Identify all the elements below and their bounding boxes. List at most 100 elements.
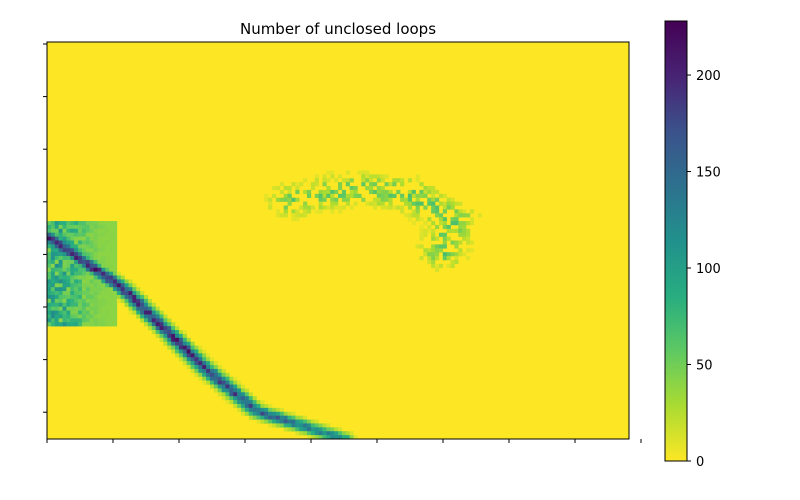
heatmap-cell [450,240,455,245]
heatmap-cell [306,435,312,440]
heatmap-cell [151,310,156,315]
heatmap-cell [66,244,71,249]
heatmap-cell [50,240,56,245]
heatmap-cell [89,283,94,288]
heatmap-cell [70,294,75,300]
heatmap-cell [341,435,347,440]
heatmap-cell [175,333,180,339]
heatmap-cell [78,256,83,261]
heatmap-cell [415,178,420,183]
heatmap-cell [109,306,114,311]
heatmap-cell [163,322,168,327]
heatmap-cell [322,435,327,440]
heatmap-cell [221,380,226,385]
heatmap-cell [136,291,141,296]
heatmap-cell [66,291,71,296]
heatmap-cell [74,232,79,237]
heatmap-cell [97,294,102,300]
heatmap-cell [47,322,52,327]
heatmap-cell [446,256,451,261]
heatmap-cell [361,182,366,187]
heatmap-cell [47,228,52,234]
heatmap-cell [89,240,94,245]
heatmap-cell [454,244,459,249]
heatmap-cell [275,213,281,218]
heatmap-cell [241,396,246,401]
heatmap-cell [101,306,106,311]
heatmap-cell [128,306,133,311]
heatmap-cell [101,221,106,226]
heatmap-cell [380,197,385,202]
heatmap-cell [264,193,269,198]
heatmap-cell [58,318,63,323]
heatmap-cell [97,306,102,311]
heatmap-cell [182,357,187,362]
heatmap-cell [78,310,83,315]
heatmap-cell [101,314,106,319]
heatmap-cell [74,267,79,272]
heatmap-cell [50,248,56,253]
heatmap-cell [279,423,284,428]
heatmap-cell [206,368,211,374]
heatmap-cell [431,256,436,261]
heatmap-cell [93,248,98,253]
heatmap-cell [144,322,149,327]
heatmap-cell [353,186,358,191]
heatmap-cell [318,427,323,432]
colorbar-ticks: 0 50 100 150 200 [687,69,721,470]
heatmap-cell [291,415,296,420]
heatmap-cell [260,400,265,405]
heatmap-cell [450,259,455,265]
heatmap-cell [361,197,366,202]
heatmap-cell [190,353,195,358]
heatmap-cell [93,298,98,304]
heatmap-cell [466,256,471,261]
heatmap-cell [295,419,300,424]
heatmap-cell [97,283,102,288]
heatmap-cell [186,337,191,342]
heatmap-cell [124,283,129,288]
heatmap-cell [70,244,75,249]
heatmap-cell [66,318,71,323]
heatmap-cell [423,248,428,253]
heatmap-cell [431,259,436,265]
heatmap-cell [442,193,447,198]
heatmap-cell [248,392,253,397]
heatmap-cell [85,263,90,269]
heatmap-cell [198,345,203,350]
heatmap-cell [310,186,316,191]
heatmap-cell [299,415,304,420]
chart-title: Number of unclosed loops [240,20,436,38]
heatmap-cell [54,287,59,292]
heatmap-cell [431,236,436,241]
x-axis-ticks [46,439,642,443]
heatmap-cell [206,357,211,362]
heatmap-cell [167,322,172,327]
heatmap-cell [233,380,238,385]
heatmap-cell [105,232,110,237]
heatmap-cell [283,197,288,202]
heatmap-cell [81,302,87,307]
heatmap-cell [116,271,122,276]
heatmap-cell [78,244,83,249]
heatmap-cell [112,306,118,311]
heatmap-cell [279,197,284,202]
heatmap-cell [372,189,378,195]
heatmap-cell [330,197,335,202]
heatmap-cell [70,263,75,269]
heatmap-cell [66,256,71,261]
heatmap-cell [306,419,312,424]
heatmap-cell [423,228,428,234]
heatmap-cell [93,294,98,300]
heatmap-cell [85,279,90,284]
heatmap-cell [431,186,436,191]
heatmap-cell [89,271,94,276]
heatmap-cell [93,271,98,276]
heatmap-cell [202,349,207,354]
heatmap-cell [446,263,451,269]
heatmap-cell [446,197,451,202]
heatmap-cell [446,205,451,210]
heatmap-cell [225,400,230,405]
heatmap-cell [268,411,273,416]
heatmap-cell [175,349,180,354]
